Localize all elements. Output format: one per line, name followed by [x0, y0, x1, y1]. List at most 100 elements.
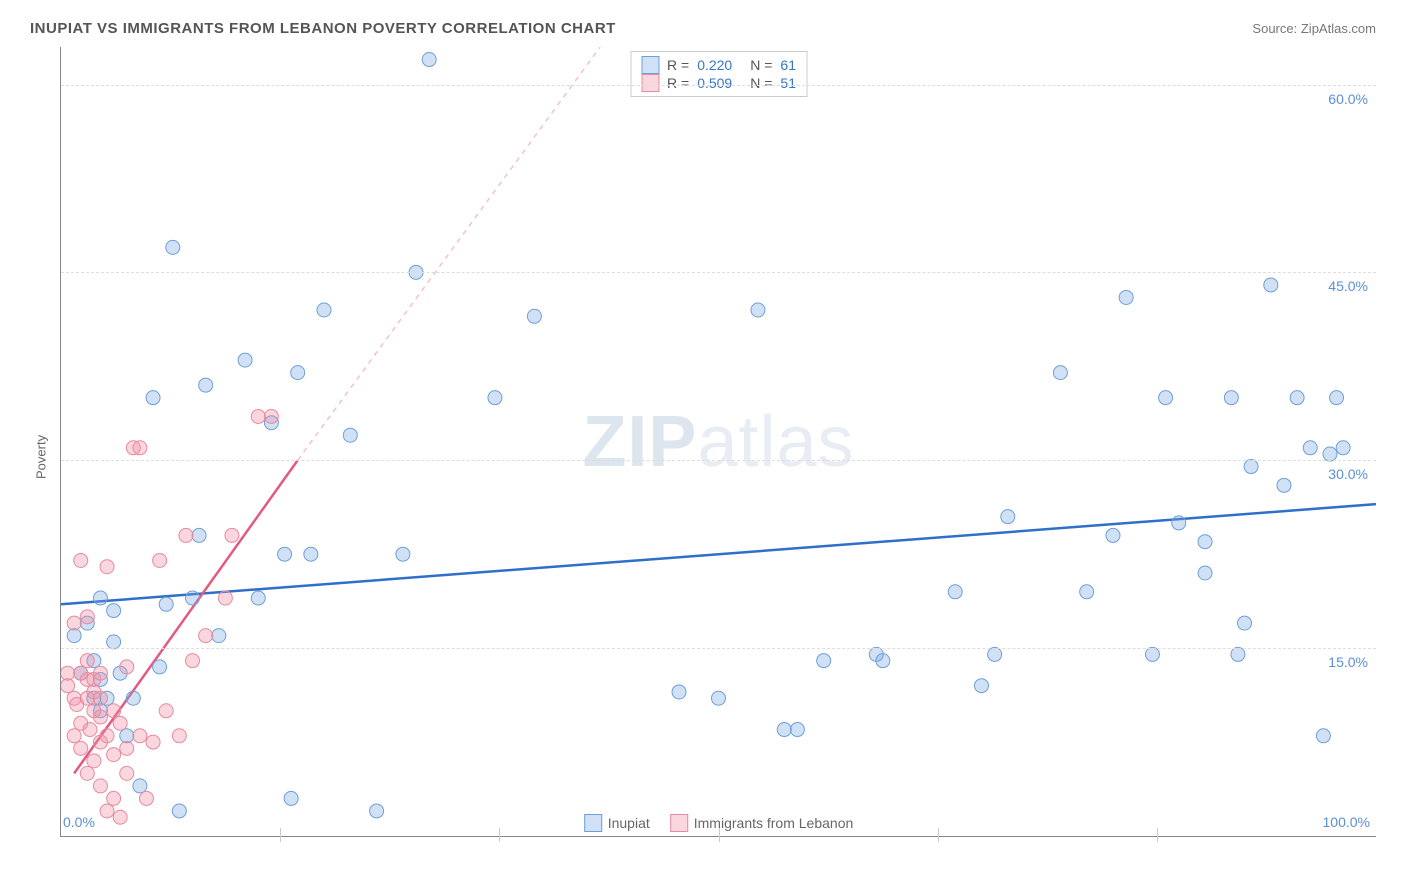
data-point	[488, 391, 502, 405]
legend-N-label: N =	[750, 75, 772, 91]
data-point	[790, 723, 804, 737]
data-point	[186, 591, 200, 605]
gridline-h	[61, 85, 1376, 86]
data-point	[159, 704, 173, 718]
data-point	[225, 528, 239, 542]
data-point	[87, 754, 101, 768]
xtick-minor	[938, 828, 939, 842]
data-point	[1336, 441, 1350, 455]
data-point	[199, 378, 213, 392]
xtick-label: 100.0%	[1323, 814, 1370, 830]
data-point	[1330, 391, 1344, 405]
legend-R-value: 0.220	[697, 57, 732, 73]
xtick-minor	[719, 828, 720, 842]
data-point	[1231, 647, 1245, 661]
data-point	[1264, 278, 1278, 292]
ytick-label: 30.0%	[1328, 466, 1368, 482]
plot-wrap: Poverty ZIPatlas R = 0.220N = 61R = 0.50…	[30, 47, 1376, 867]
data-point	[107, 748, 121, 762]
data-point	[120, 729, 134, 743]
data-point	[777, 723, 791, 737]
legend-swatch	[641, 56, 659, 74]
legend-R-label: R =	[667, 75, 689, 91]
data-point	[199, 629, 213, 643]
data-point	[120, 660, 134, 674]
legend-swatch	[641, 74, 659, 92]
data-point	[133, 779, 147, 793]
data-point	[370, 804, 384, 818]
data-point	[422, 53, 436, 67]
data-point	[1290, 391, 1304, 405]
ytick-label: 15.0%	[1328, 654, 1368, 670]
data-point	[1198, 566, 1212, 580]
data-point	[166, 240, 180, 254]
data-point	[527, 309, 541, 323]
trend-line	[74, 460, 298, 773]
data-point	[100, 804, 114, 818]
legend-item: Immigrants from Lebanon	[670, 814, 854, 832]
data-point	[172, 729, 186, 743]
data-point	[120, 741, 134, 755]
header: INUPIAT VS IMMIGRANTS FROM LEBANON POVER…	[30, 20, 1376, 37]
data-point	[1277, 478, 1291, 492]
data-point	[120, 766, 134, 780]
trend-line-ext	[298, 47, 600, 460]
legend-R-value: 0.509	[697, 75, 732, 91]
gridline-h	[61, 460, 1376, 461]
plot-area: ZIPatlas R = 0.220N = 61R = 0.509N = 51 …	[60, 47, 1376, 837]
data-point	[133, 441, 147, 455]
data-point	[1172, 516, 1186, 530]
data-point	[1224, 391, 1238, 405]
data-point	[107, 791, 121, 805]
data-point	[80, 610, 94, 624]
data-point	[93, 666, 107, 680]
data-point	[126, 691, 140, 705]
y-axis-label: Poverty	[30, 47, 52, 867]
data-point	[672, 685, 686, 699]
data-point	[67, 616, 81, 630]
data-point	[93, 691, 107, 705]
data-point	[1238, 616, 1252, 630]
data-point	[1106, 528, 1120, 542]
legend-N-value: 51	[780, 75, 796, 91]
data-point	[192, 528, 206, 542]
data-point	[1119, 290, 1133, 304]
data-point	[1001, 510, 1015, 524]
data-point	[876, 654, 890, 668]
xtick-label: 0.0%	[63, 814, 95, 830]
data-point	[93, 710, 107, 724]
plot-svg	[61, 47, 1376, 836]
source-link[interactable]: ZipAtlas.com	[1301, 21, 1376, 36]
data-point	[113, 716, 127, 730]
data-point	[751, 303, 765, 317]
data-point	[74, 553, 88, 567]
data-point	[80, 654, 94, 668]
data-point	[107, 635, 121, 649]
data-point	[80, 766, 94, 780]
data-point	[133, 729, 147, 743]
data-point	[278, 547, 292, 561]
legend-swatch	[670, 814, 688, 832]
gridline-h	[61, 272, 1376, 273]
data-point	[988, 647, 1002, 661]
legend-label: Inupiat	[608, 815, 650, 831]
legend-swatch	[584, 814, 602, 832]
data-point	[67, 629, 81, 643]
data-point	[264, 409, 278, 423]
data-point	[146, 735, 160, 749]
data-point	[304, 547, 318, 561]
data-point	[1316, 729, 1330, 743]
data-point	[83, 723, 97, 737]
data-point	[113, 810, 127, 824]
data-point	[712, 691, 726, 705]
data-point	[238, 353, 252, 367]
ytick-label: 60.0%	[1328, 91, 1368, 107]
data-point	[1323, 447, 1337, 461]
data-point	[343, 428, 357, 442]
data-point	[186, 654, 200, 668]
ytick-label: 45.0%	[1328, 278, 1368, 294]
legend-N-label: N =	[750, 57, 772, 73]
data-point	[291, 366, 305, 380]
data-point	[1244, 460, 1258, 474]
data-point	[100, 729, 114, 743]
